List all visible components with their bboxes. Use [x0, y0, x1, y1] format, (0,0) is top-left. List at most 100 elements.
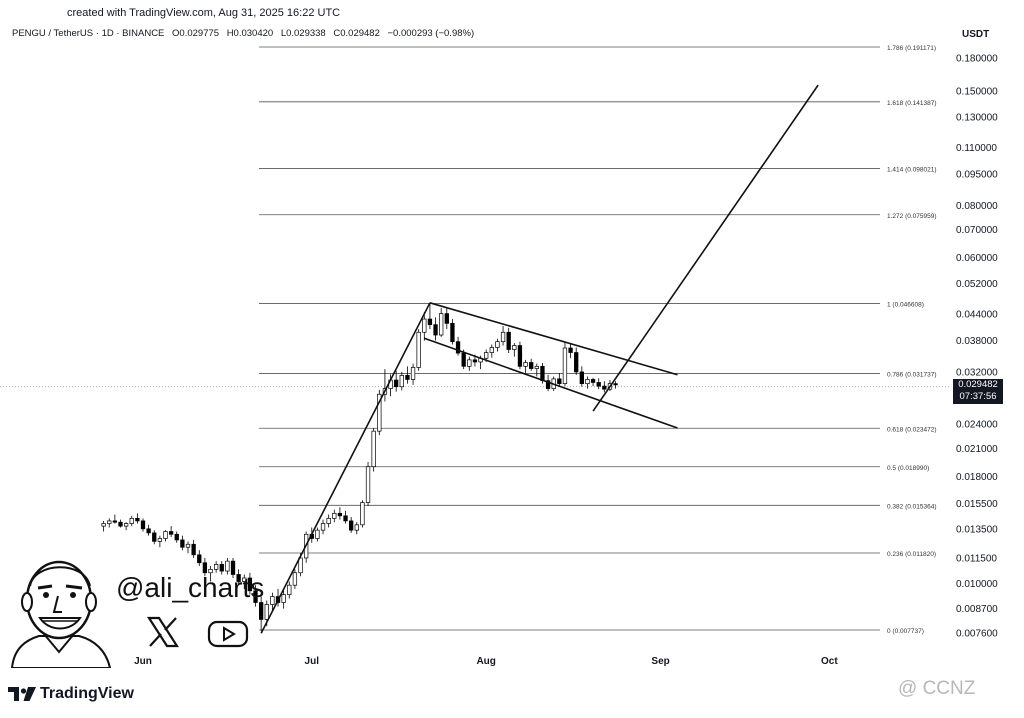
candle-body: [585, 379, 590, 385]
candle-body: [405, 375, 410, 380]
price-axis: 0.180000 0.150000 0.130000 0.110000 0.095000…: [956, 53, 998, 639]
fib-level-label: 0 (0.007737): [887, 628, 924, 635]
candle-body: [500, 331, 506, 342]
candle-body: [517, 345, 523, 367]
symbol-name[interactable]: PENGU / TetherUS · 1D · BINANCE: [12, 28, 165, 39]
candle-body: [264, 604, 269, 620]
candle-body: [146, 528, 151, 534]
candle-body: [439, 313, 444, 336]
candle-body: [540, 365, 545, 381]
x-logo-icon[interactable]: [146, 616, 180, 648]
candle-body: [416, 331, 421, 368]
fib-level-label: 1 (0.046608): [887, 302, 924, 309]
ohlc-close: C0.029482: [333, 28, 380, 39]
price-tick-label: 0.180000: [956, 53, 998, 64]
candle-body: [298, 557, 303, 574]
candle-body: [495, 341, 500, 348]
candle-body: [343, 515, 348, 522]
symbol-legend: PENGU / TetherUS · 1D · BINANCE O0.02977…: [12, 28, 479, 39]
candle-body: [427, 318, 433, 326]
price-tick-label: 0.015500: [956, 499, 998, 510]
candle-body: [365, 466, 371, 503]
time-axis: Jun Jul Aug Sep Oct: [134, 656, 838, 667]
candle-body: [163, 531, 168, 539]
candle-body: [208, 569, 213, 574]
candle-body: [512, 345, 517, 350]
candle-body: [450, 323, 455, 342]
candles: [101, 303, 618, 631]
candle-body: [444, 313, 449, 324]
candle-body: [399, 375, 404, 388]
candle-body: [337, 512, 343, 517]
candle-body: [315, 529, 320, 539]
candle-body: [202, 562, 208, 574]
candle-body: [506, 331, 511, 350]
time-tick-label: Sep: [651, 656, 669, 667]
candle-body: [242, 577, 247, 582]
price-tick-label: 0.032000: [956, 367, 998, 378]
candle-body: [191, 543, 196, 556]
trend-line: [260, 302, 431, 634]
tradingview-logo-icon: [8, 687, 36, 701]
fib-level-label: 0.618 (0.023472): [887, 426, 937, 433]
price-tick-label: 0.038000: [956, 336, 998, 347]
candle-body: [377, 393, 382, 432]
trend-line: [429, 302, 678, 376]
candle-body: [152, 532, 157, 542]
candle-body: [236, 574, 241, 582]
fib-level-label: 1.414 (0.098021): [887, 166, 937, 173]
candle-body: [484, 352, 489, 359]
candle-body: [529, 362, 534, 369]
candle-body: [467, 359, 472, 367]
price-tick-label: 0.008700: [956, 604, 998, 615]
ohlc-open: O0.029775: [172, 28, 220, 39]
candle-body: [371, 430, 376, 468]
author-handle: @ali_charts: [116, 572, 265, 603]
price-tick-label: 0.060000: [956, 253, 998, 264]
price-tick-label: 0.021000: [956, 444, 998, 455]
fib-level-label: 1.618 (0.141387): [887, 100, 937, 107]
price-tick-label: 0.070000: [956, 225, 998, 236]
candle-body: [354, 524, 359, 531]
price-tick-label: 0.010000: [956, 579, 998, 590]
youtube-play-icon[interactable]: [207, 620, 249, 648]
price-tick-label: 0.018000: [956, 472, 998, 483]
candle-body: [258, 602, 264, 620]
candle-body: [281, 594, 286, 603]
price-tick-label: 0.052000: [956, 279, 998, 290]
candle-body: [394, 379, 399, 388]
price-tick-label: 0.095000: [956, 170, 998, 181]
ohlc-change: −0.000293 (−0.98%): [387, 28, 475, 39]
candle-body: [326, 517, 331, 524]
price-tick-label: 0.013500: [956, 524, 998, 535]
ohlc-high: H0.030420: [226, 28, 274, 39]
price-tick-label: 0.007600: [956, 629, 998, 640]
candle-body: [422, 318, 427, 333]
currency-label: USDT: [962, 29, 990, 40]
fib-level-label: 1.272 (0.075959): [887, 213, 937, 220]
candle-body: [230, 560, 236, 575]
candle-body: [213, 564, 219, 570]
candle-body: [320, 523, 326, 531]
trend-line: [592, 84, 819, 412]
candle-body: [545, 380, 551, 389]
ohlc-low: L0.029338: [280, 28, 326, 39]
candle-body: [596, 382, 601, 387]
time-tick-label: Oct: [821, 656, 838, 667]
candle-body: [219, 564, 224, 572]
price-tick-label: 0.080000: [956, 201, 998, 212]
candle-body: [568, 347, 573, 353]
candle-body: [157, 538, 163, 542]
bar-countdown: 07:37:56: [959, 391, 997, 402]
candle-body: [523, 362, 528, 367]
trend-lines: [260, 84, 819, 634]
candle-body: [112, 520, 118, 523]
candle-body: [349, 520, 354, 531]
candle-body: [455, 341, 461, 354]
fib-level-label: 0.382 (0.015364): [887, 503, 937, 510]
candle-body: [602, 385, 607, 390]
time-tick-label: Jun: [134, 656, 152, 667]
candle-body: [118, 521, 123, 527]
fib-level-label: 0.5 (0.018990): [887, 465, 929, 472]
